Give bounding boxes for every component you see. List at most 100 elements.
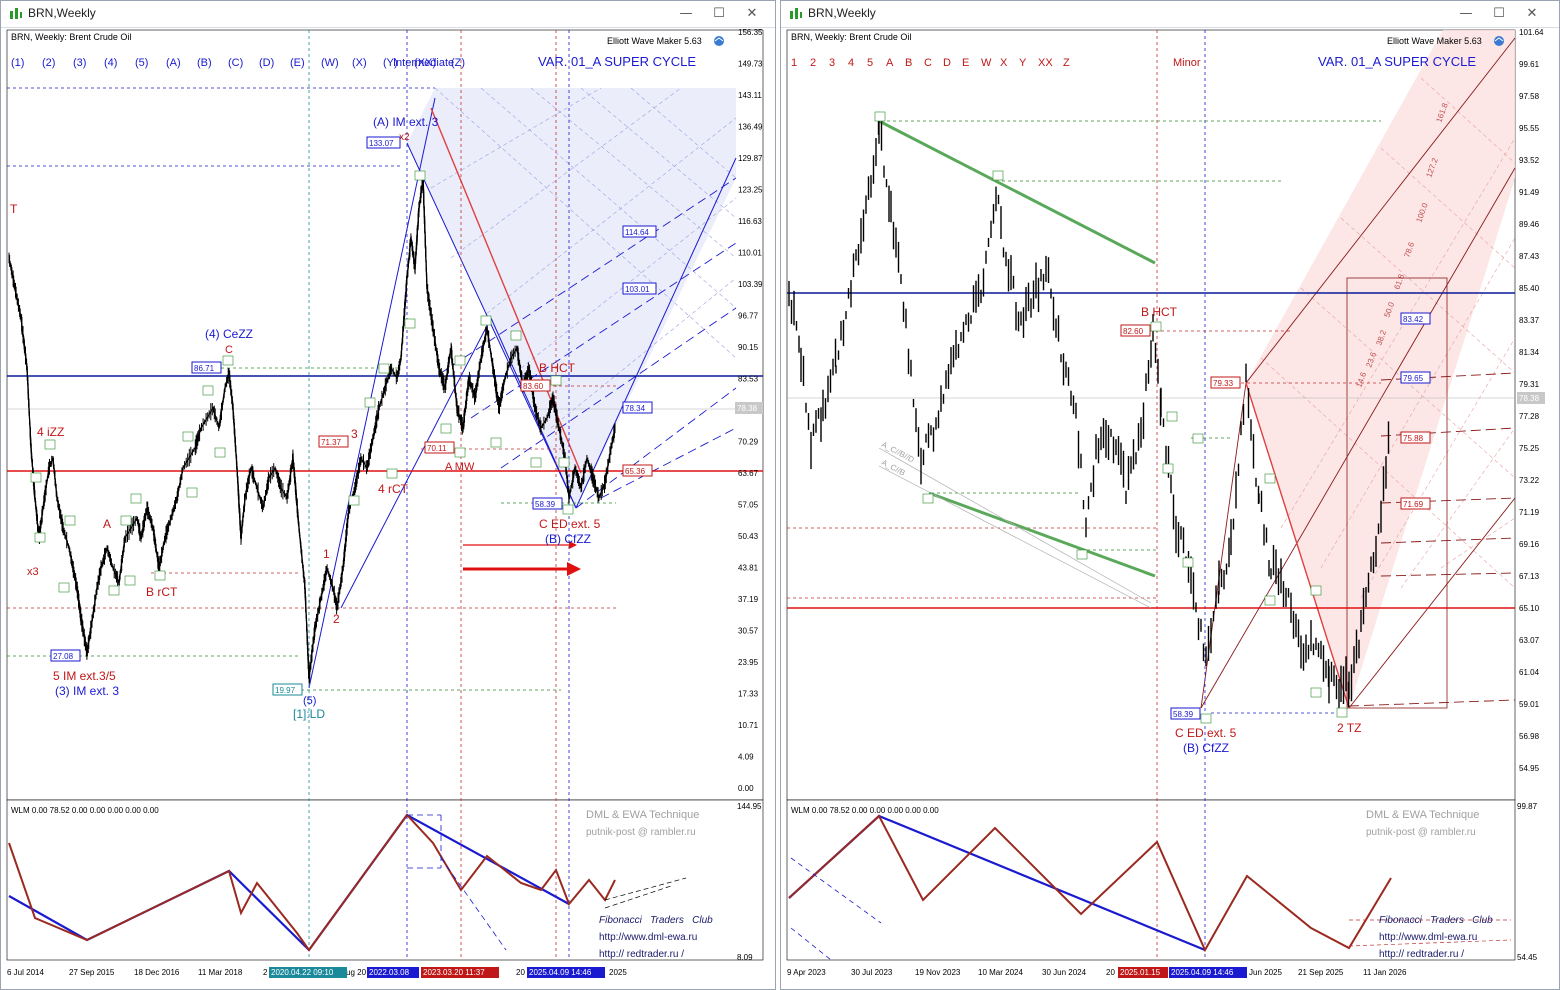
- plugin-icon: [1494, 36, 1504, 46]
- indicator-blue-line: [8, 813, 570, 952]
- label-one: 1: [323, 547, 330, 561]
- wave-button[interactable]: (XX): [414, 57, 436, 69]
- sub-wave-marker: [182, 431, 194, 442]
- right-chart-window: BRN,Weekly — ☐ ✕ 161.8 127.2 100.0 78.6 61.8…: [780, 0, 1560, 990]
- wave-button[interactable]: C: [924, 57, 932, 69]
- wave-button-bar[interactable]: (1) (2) (3) (4) (5) (A) (B) (C) (D) (E) (W) (X) (Y) (…: [11, 57, 465, 69]
- wave-button[interactable]: 4: [848, 57, 854, 69]
- price-boxes: 82.60 79.33 83.42 79.65 75.88 71.69 58.3…: [1120, 312, 1431, 720]
- wave-button[interactable]: (Y): [383, 57, 398, 69]
- box-71: 71.37: [321, 438, 342, 447]
- window-title: BRN,Weekly: [28, 6, 96, 20]
- club-link-1[interactable]: http://www.dml-ewa.ru: [1379, 932, 1477, 943]
- wave-button[interactable]: Z: [1063, 57, 1070, 69]
- maximize-button[interactable]: ☐: [713, 6, 725, 21]
- indicator-label: WLM 0.00 78.52 0.00 0.00 0.00 0.00 0.00: [11, 806, 159, 815]
- price-tick: 116.63: [738, 217, 762, 226]
- wave-button[interactable]: (5): [135, 57, 148, 69]
- price-tick: 83.37: [1519, 316, 1540, 325]
- minimize-button[interactable]: —: [1459, 6, 1473, 21]
- current-price-tag: [1517, 392, 1545, 404]
- label-two: 2: [333, 612, 340, 626]
- wave-button[interactable]: (3): [73, 57, 86, 69]
- left-titlebar[interactable]: BRN,Weekly — ☐ ✕: [1, 1, 775, 28]
- date-tick: Jun 2025: [1249, 968, 1282, 977]
- label-five: (5): [303, 695, 316, 707]
- wave-button[interactable]: (B): [197, 57, 212, 69]
- wave-button[interactable]: (2): [42, 57, 55, 69]
- indicator-projection: [1348, 919, 1512, 947]
- maximize-button[interactable]: ☐: [1493, 6, 1505, 21]
- wave-button[interactable]: E: [962, 57, 969, 69]
- wave-button[interactable]: D: [943, 57, 951, 69]
- price-tick: 30.57: [738, 627, 759, 636]
- club-link-1[interactable]: http://www.dml-ewa.ru: [599, 932, 697, 943]
- wave-button[interactable]: B: [905, 57, 912, 69]
- degree-label[interactable]: Intermediate: [393, 57, 454, 69]
- club-link-2[interactable]: http:// redtrader.ru /: [599, 949, 684, 960]
- box-83: 83.42: [1403, 315, 1424, 324]
- wave-button[interactable]: 5: [867, 57, 873, 69]
- wave-button[interactable]: (D): [259, 57, 274, 69]
- indicator-axis-bottom: 8.09: [737, 953, 753, 962]
- wave-button[interactable]: (W): [321, 57, 339, 69]
- variant-title: VAR. 01_A SUPER CYCLE: [1318, 54, 1476, 69]
- price-tick: 91.49: [1519, 188, 1540, 197]
- window-title: BRN,Weekly: [808, 6, 876, 20]
- sub-wave-marker: [214, 447, 226, 458]
- wave-button[interactable]: (A): [166, 57, 181, 69]
- close-button[interactable]: ✕: [746, 6, 758, 21]
- price-tick: 87.43: [1519, 252, 1540, 261]
- box-114: 114.64: [625, 228, 649, 237]
- label-rct4: 4 rCT: [378, 482, 409, 496]
- label-cezz: (4) CeZZ: [205, 327, 253, 341]
- right-titlebar[interactable]: BRN,Weekly — ☐ ✕: [781, 1, 1559, 28]
- price-tick: 57.05: [738, 501, 759, 510]
- degree-label[interactable]: Minor: [1173, 57, 1201, 69]
- sub-wave-marker: [454, 355, 466, 366]
- date-tick: 6 Jul 2014: [7, 968, 44, 977]
- sub-wave-marker: [922, 493, 934, 504]
- wave-button[interactable]: (E): [290, 57, 305, 69]
- label-bcfzz: (B) CfZZ: [545, 532, 591, 546]
- wave-button[interactable]: (X): [352, 57, 367, 69]
- sub-wave-marker: [490, 437, 502, 448]
- wave-button[interactable]: XX: [1038, 57, 1053, 69]
- close-button[interactable]: ✕: [1526, 6, 1538, 21]
- wave-button[interactable]: 2: [810, 57, 816, 69]
- price-tick: 10.71: [738, 721, 759, 730]
- price-tick: 59.01: [1519, 700, 1540, 709]
- wave-button[interactable]: (4): [104, 57, 117, 69]
- left-chart-canvas[interactable]: 156.35 149.73 143.11 136.49 129.87 123.25 116.…: [1, 28, 775, 990]
- date-flag: 2025.04.09 14:46: [529, 968, 592, 977]
- wave-button[interactable]: (1): [11, 57, 24, 69]
- price-tick: 110.01: [738, 249, 762, 258]
- fib-channel-fill: [407, 88, 736, 508]
- wave-button[interactable]: Y: [1019, 57, 1027, 69]
- wave-button-bar[interactable]: 1 2 3 4 5 A B C D E W X Y XX Z: [791, 57, 1070, 69]
- wave-button[interactable]: X: [1000, 57, 1008, 69]
- sub-wave-marker: [1264, 595, 1276, 606]
- wave-button[interactable]: W: [981, 57, 992, 69]
- minimize-button[interactable]: —: [679, 6, 693, 21]
- price-tick: 0.00: [738, 784, 754, 793]
- sub-wave-marker: [154, 570, 166, 581]
- price-tick: 67.13: [1519, 572, 1540, 581]
- wave-button[interactable]: 1: [791, 57, 797, 69]
- wave-button[interactable]: (Z): [451, 57, 465, 69]
- club-link-2[interactable]: http:// redtrader.ru /: [1379, 949, 1464, 960]
- wave-button[interactable]: (C): [228, 57, 243, 69]
- credit-title: DML & EWA Technique: [586, 809, 699, 821]
- sub-wave-marker: [510, 330, 522, 341]
- box-103: 103.01: [625, 285, 650, 294]
- sub-wave-marker: [530, 457, 542, 468]
- wave-button[interactable]: A: [886, 57, 894, 69]
- label-bhct: B HCT: [539, 361, 576, 375]
- time-markers: [308, 30, 570, 960]
- wave-button[interactable]: 3: [829, 57, 835, 69]
- grey-trend-lines: [878, 447, 1152, 609]
- wave-labels: B HCT C ED ext. 5 (B) CfZZ 2 TZ: [1141, 305, 1361, 755]
- price-tick: 65.10: [1519, 604, 1540, 613]
- date-tick: 18 Dec 2016: [134, 968, 180, 977]
